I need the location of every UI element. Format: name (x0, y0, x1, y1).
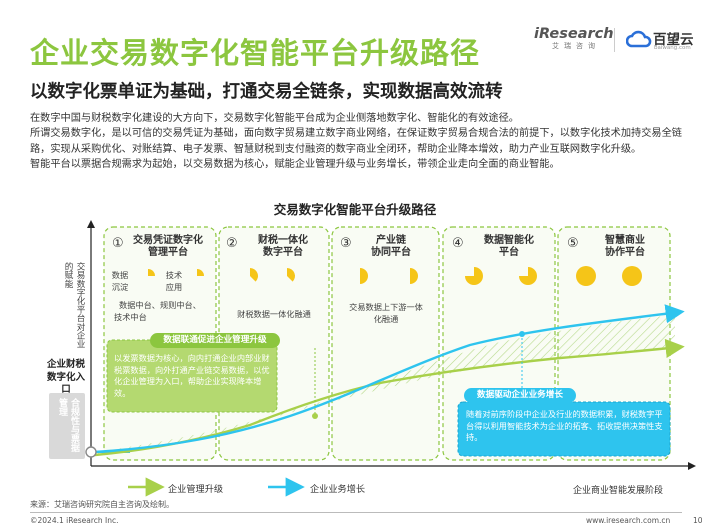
stage-box-3 (331, 226, 440, 461)
intro-paragraph: 所谓交易数字化，是以可信的交易凭证为基础，面向数字贸易建立数字商业网络，在保证数… (30, 128, 682, 155)
stage-maturity-indicators (148, 266, 642, 286)
stage-2-title-line1: 财税一体化 (258, 235, 308, 246)
stage-2-pie-2 (287, 268, 295, 282)
baiwang-logo-text: 百望云 (653, 32, 694, 48)
callout-left-dot (312, 413, 318, 419)
stage-5-number: ⑤ (567, 236, 579, 251)
stage-2-number: ② (226, 236, 238, 251)
stage-3-title-line2: 协同平台 (371, 247, 411, 258)
start-point-marker (85, 446, 97, 458)
stage-5-pie-1 (576, 266, 596, 286)
callout-left-text: 以发票数据为核心，向内打通企业内部业财税票数据，向外打通产业链交易数据，以优化企… (114, 353, 270, 398)
stage-3-desc: 交易数据上下游一体 化融通 (334, 302, 438, 325)
stage-1-label-tech: 技术应用 (165, 270, 183, 292)
iresearch-logo: iResearch 艾瑞咨询 (534, 26, 614, 51)
stage-3-title: 产业链 协同平台 (356, 235, 426, 259)
page-title: 企业交易数字化智能平台升级路径 (30, 36, 481, 70)
x-axis-label: 企业商业智能发展阶段 (573, 486, 664, 496)
callout-left-pill: 数据联通促进企业管理升级 (150, 333, 280, 348)
stage-3-pie-2 (410, 268, 418, 284)
intro-text: 在数字中国与财税数字化建设的大方向下，交易数字化智能平台成为企业侧落地数字化、智… (30, 111, 682, 173)
callout-right-pill: 数据驱动企业业务增长 (464, 388, 576, 403)
legend-label-management: 企业管理升级 (168, 484, 224, 495)
stage-5-title-line2: 协作平台 (605, 247, 645, 258)
stage-3-number: ③ (340, 236, 352, 251)
diagram-title: 交易数字化智能平台升级路径 (273, 202, 437, 217)
x-axis-arrow (688, 462, 696, 470)
callout-right-dot (519, 331, 525, 337)
y-axis-arrow (87, 220, 95, 228)
footer-divider (30, 512, 682, 513)
stage-1-label-data: 数据沉淀 (111, 270, 129, 292)
stage-1-pie-2 (197, 269, 204, 276)
stage-4-pie-2 (519, 267, 537, 285)
stage-2-title: 财税一体化 数字平台 (244, 235, 322, 259)
logo-divider (614, 28, 615, 52)
stage-1-title-line1: 交易凭证数字化 (133, 235, 203, 246)
stage-4-title: 数据智能化 平台 (470, 235, 548, 259)
cloud-icon (626, 30, 652, 48)
stage-5-title-line1: 智慧商业 (605, 235, 645, 246)
stage-2-desc: 财税数据一体化融通 (237, 309, 311, 319)
intro-paragraph: 智能平台以票据合规需求为起始，以交易数据为核心，赋能企业管理升级与业务增长，带领… (30, 159, 560, 171)
stage-4-number: ④ (452, 236, 464, 251)
y-axis-entry-label: 企业财税数字化入口 (46, 359, 85, 395)
y-axis-bottom-label: 合规性与票据管理 (57, 398, 79, 452)
stage-1-title: 交易凭证数字化 管理平台 (124, 235, 212, 259)
stage-3-title-line1: 产业链 (376, 235, 406, 246)
y-axis-bottom-panel (49, 393, 85, 459)
stage-1-desc: 数据中台、规则中台、 技术中台 (106, 300, 214, 323)
stage-1-number: ① (112, 236, 124, 251)
stage-3-desc-line2: 化融通 (373, 313, 399, 324)
stage-2-title-line2: 数字平台 (263, 247, 303, 258)
callout-right-text: 随着对前序阶段中企业及行业的数据积累，财税数字平台得以利用智能技术为企业的拓客、… (466, 409, 663, 443)
y-axis-top-label: 交易数字化平台对企业的赋能 (63, 262, 85, 348)
stage-1-title-line2: 管理平台 (148, 247, 188, 258)
stage-5-pie-2 (622, 266, 642, 286)
stage-4-title-line1: 数据智能化 (484, 235, 534, 246)
growth-gap-area (95, 315, 675, 455)
stage-1-desc-line2: 技术中台 (114, 311, 147, 322)
stage-3-pie-1 (360, 268, 368, 284)
stage-3-desc-line1: 交易数据上下游一体 (349, 302, 423, 312)
legend-label-business: 企业业务增长 (310, 484, 366, 495)
baiwang-logo-url: baiwang.com (654, 45, 691, 51)
stage-2-pie-1 (250, 268, 258, 282)
stage-4-title-line2: 平台 (499, 247, 519, 258)
stage-1-pie-1 (148, 269, 155, 276)
stage-4-pie-1 (465, 267, 483, 285)
copyright: ©2024.1 iResearch Inc. (30, 516, 119, 525)
stage-5-title: 智慧商业 协作平台 (586, 235, 664, 259)
iresearch-logo-cn: 艾瑞咨询 (552, 42, 600, 50)
footer-url: www.iresearch.com.cn (586, 516, 671, 525)
iresearch-logo-text: iResearch (534, 26, 614, 42)
intro-paragraph: 在数字中国与财税数字化建设的大方向下，交易数字化智能平台成为企业侧落地数字化、智… (30, 113, 519, 124)
business-growth-curve (94, 304, 685, 454)
page-number: 10 (693, 516, 703, 525)
page-subtitle: 以数字化票单证为基础，打通交易全链条，实现数据高效流转 (30, 82, 503, 102)
stage-1-desc-line1: 数据中台、规则中台、 (119, 300, 201, 310)
source-note: 来源：艾瑞咨询研究院自主咨询及绘制。 (30, 500, 174, 509)
